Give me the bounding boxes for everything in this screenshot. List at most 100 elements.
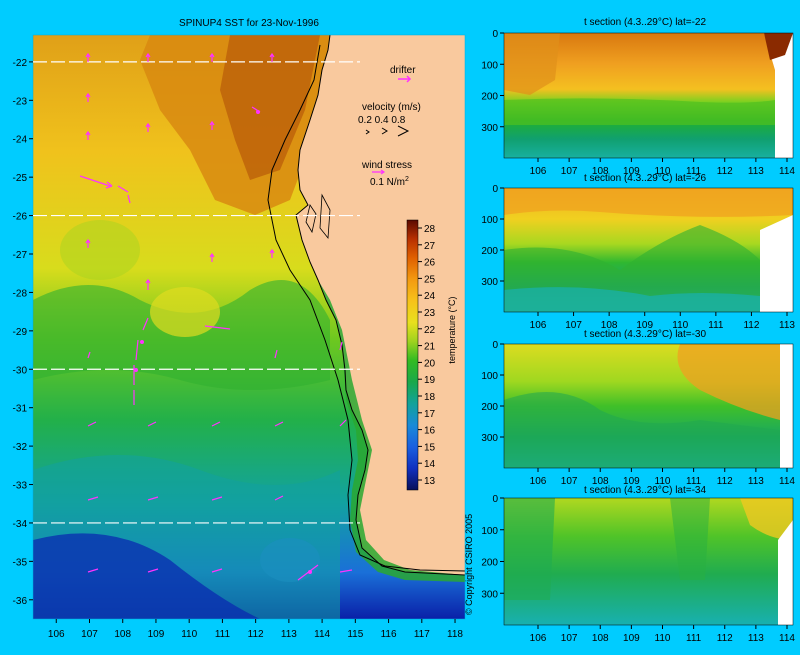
drifter-track: [134, 110, 312, 574]
lon-tick-label: 107: [81, 629, 98, 640]
section-title: t section (4.3..29°C) lat=-26: [584, 173, 707, 184]
section-lon-tick-label: 112: [717, 633, 733, 644]
latitude-axis: -22 -23 -24 -25 -26 -27 -28 -29 -30 -31 -32 -33 -34 -…: [13, 58, 33, 607]
section-lon-tick-label: 111: [686, 633, 702, 644]
section-lon-tick-label: 112: [717, 476, 733, 487]
section-panel-lat-26: t section (4.3..29°C) lat=-26 0 100 200 300…: [481, 173, 795, 331]
wind-legend-arrow: [372, 169, 386, 175]
section-panel-lat-22: t section (4.3..29°C) lat=-22 0 100 200 300…: [481, 17, 795, 177]
section-lon-tick-label: 112: [717, 166, 733, 177]
lon-tick-label: 111: [215, 629, 231, 640]
lat-tick-label: -31: [13, 404, 28, 415]
section-lon-tick-label: 114: [779, 166, 795, 177]
section-lon-tick-label: 106: [530, 476, 547, 487]
colorbar-tick-label: 15: [424, 442, 436, 453]
drifter-legend-label: drifter: [390, 65, 416, 76]
section-lon-tick-label: 106: [530, 320, 547, 331]
lon-tick-label: 108: [114, 629, 131, 640]
coastal-current: [318, 280, 465, 582]
section-lon-tick-label: 110: [655, 476, 671, 487]
section-lon-tick-label: 113: [748, 166, 764, 177]
colorbar-tick-label: 25: [424, 274, 436, 285]
depth-tick-label: 300: [481, 589, 498, 600]
map-title: SPINUP4 SST for 23-Nov-1996: [179, 18, 319, 29]
velocity-legend-label: velocity (m/s): [362, 102, 421, 113]
colorbar-tick-label: 27: [424, 241, 436, 252]
temperature-colorbar: 28 27 26 25 24 23 22 21 20 19 18 17 16 15 14 13 tempera…: [406, 219, 457, 491]
wind-legend-value: 0.1 N/m2: [370, 176, 409, 188]
section-lon-tick-label: 110: [672, 320, 688, 331]
section-lon-tick-label: 107: [561, 166, 578, 177]
cold-water-patch: [33, 533, 260, 619]
section-title: t section (4.3..29°C) lat=-22: [584, 17, 707, 28]
colorbar-tick-label: 22: [424, 325, 436, 336]
lon-tick-label: 110: [181, 629, 197, 640]
section-lon-tick-label: 108: [592, 633, 609, 644]
depth-tick-label: 0: [492, 29, 498, 40]
section-panel-lat-30: t section (4.3..29°C) lat=-30 0 100 200 300…: [481, 329, 795, 487]
colorbar-tick-label: 20: [424, 358, 436, 369]
drifter-legend-arrow: [398, 75, 412, 83]
lon-tick-label: 114: [314, 629, 330, 640]
depth-tick-label: 200: [481, 402, 498, 413]
lat-tick-label: -30: [13, 365, 28, 376]
velocity-legend-arrows: [365, 125, 410, 137]
colorbar-tick-label: 19: [424, 375, 436, 386]
eddy: [60, 220, 140, 280]
shark-bay-island: [305, 204, 317, 234]
warm-water-core: [220, 35, 320, 180]
lon-tick-label: 118: [447, 629, 463, 640]
map-frame: [32, 34, 466, 620]
lat-tick-label: -23: [13, 96, 28, 107]
section-lon-tick-label: 110: [655, 166, 671, 177]
eddy: [150, 287, 220, 337]
section-title: t section (4.3..29°C) lat=-30: [584, 329, 707, 340]
lon-tick-label: 106: [48, 629, 65, 640]
section-lon-tick-label: 113: [748, 476, 764, 487]
section-lon-tick-label: 106: [530, 633, 547, 644]
longitude-axis: 106 107 108 109 110 111 112 113 114 115 116 117 118: [48, 619, 463, 640]
copyright-notice: © Copyright CSIRO 2005: [464, 514, 474, 615]
depth-tick-label: 0: [492, 494, 498, 505]
section-title: t section (4.3..29°C) lat=-34: [584, 485, 707, 496]
lon-tick-label: 109: [148, 629, 165, 640]
section-lon-tick-label: 109: [636, 320, 653, 331]
section-lon-tick-label: 113: [779, 320, 795, 331]
section-lon-tick-label: 112: [743, 320, 759, 331]
colorbar-tick-label: 13: [424, 476, 436, 487]
section-lon-tick-label: 108: [592, 166, 609, 177]
depth-tick-label: 300: [481, 433, 498, 444]
velocity-arrows: [79, 52, 353, 581]
section-lines: [33, 61, 360, 524]
colorbar-ticks: 28 27 26 25 24 23 22 21 20 19 18 17 16 15 14 13: [418, 224, 436, 487]
depth-tick-label: 300: [481, 277, 498, 288]
section-lon-tick-label: 109: [623, 633, 640, 644]
lon-tick-label: 116: [381, 629, 397, 640]
lat-tick-label: -36: [13, 596, 28, 607]
colorbar-tick-label: 14: [424, 459, 436, 470]
section-lon-tick-label: 106: [530, 166, 547, 177]
lat-tick-label: -24: [13, 135, 28, 146]
section-lon-tick-label: 110: [655, 633, 671, 644]
depth-tick-label: 0: [492, 340, 498, 351]
colorbar-tick-label: 17: [424, 409, 436, 420]
colorbar-gradient: [406, 219, 419, 491]
lat-tick-label: -29: [13, 327, 28, 338]
shark-bay-island: [319, 193, 331, 240]
section-lon-tick-label: 108: [592, 476, 609, 487]
lon-tick-label: 115: [347, 629, 363, 640]
colorbar-tick-label: 26: [424, 258, 436, 269]
lat-tick-label: -28: [13, 288, 28, 299]
eddy: [260, 538, 320, 582]
depth-tick-label: 200: [481, 92, 498, 103]
colorbar-tick-label: 24: [424, 291, 436, 302]
section-lon-tick-label: 113: [748, 633, 764, 644]
depth-tick-label: 0: [492, 184, 498, 195]
lat-tick-label: -27: [13, 250, 28, 261]
land-mass: [296, 35, 465, 575]
velocity-legend-values: 0.2 0.4 0.8: [358, 115, 406, 126]
depth-tick-label: 300: [481, 123, 498, 134]
colorbar-label: temperature (°C): [447, 296, 457, 363]
main-sst-map: SPINUP4 SST for 23-Nov-1996: [13, 18, 474, 640]
depth-tick-label: 100: [481, 215, 498, 226]
